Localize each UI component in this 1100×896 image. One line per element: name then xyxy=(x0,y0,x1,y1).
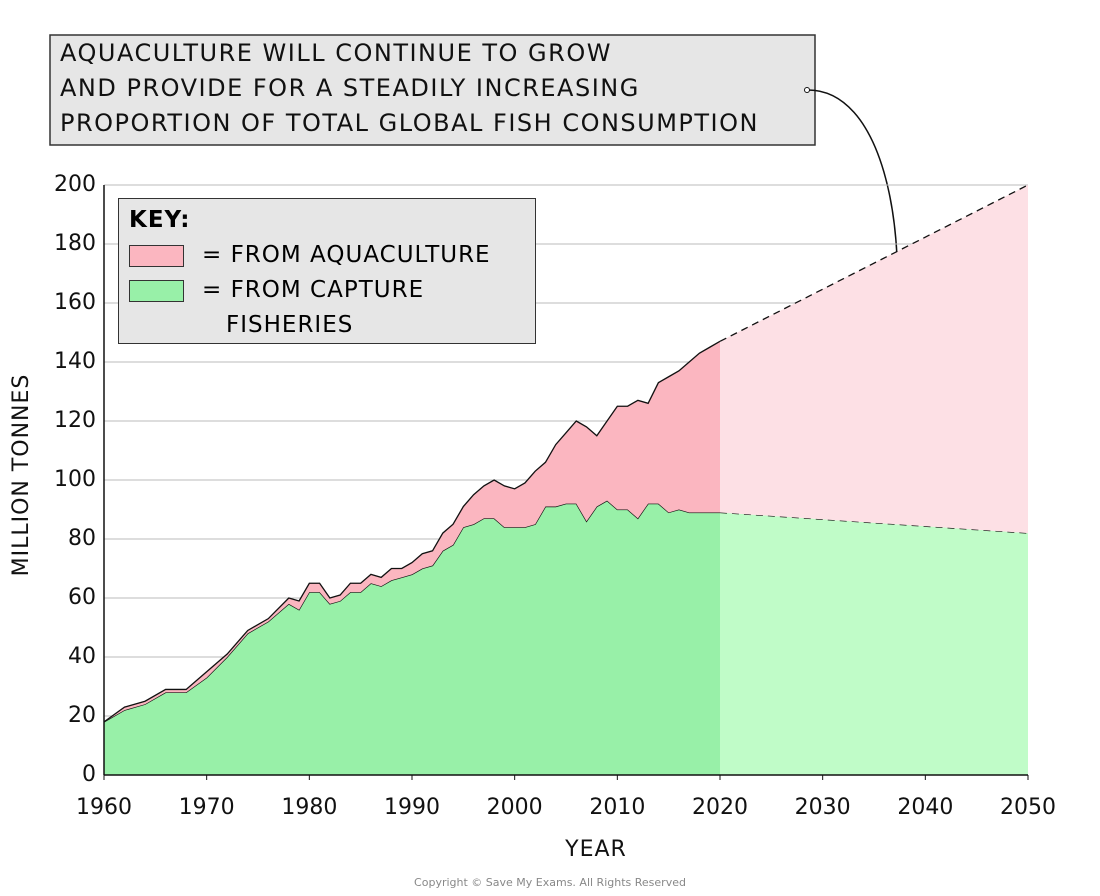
y-tick-label: 40 xyxy=(68,644,96,669)
legend-item: = FROM CAPTURE FISHERIES xyxy=(129,277,526,343)
y-tick-label: 100 xyxy=(54,467,96,492)
x-axis-label: YEAR xyxy=(564,837,627,862)
legend: KEY: = FROM AQUACULTURE = FROM CAPTURE FI… xyxy=(118,198,536,344)
x-tick-label: 2040 xyxy=(897,795,953,820)
y-tick-label: 60 xyxy=(68,585,96,610)
area-edge xyxy=(103,340,721,723)
x-tick-label: 2030 xyxy=(795,795,851,820)
legend-title: KEY: xyxy=(129,207,191,233)
annotation-line: PROPORTION OF TOTAL GLOBAL FISH CONSUMPT… xyxy=(60,109,759,137)
area xyxy=(720,185,1028,534)
x-tick-label: 1970 xyxy=(179,795,235,820)
y-tick-label: 20 xyxy=(68,703,96,728)
x-tick-label: 2050 xyxy=(1000,795,1056,820)
y-tick-label: 200 xyxy=(54,172,96,197)
copyright: Copyright © Save My Exams. All Rights Re… xyxy=(414,876,686,889)
area xyxy=(104,341,720,722)
x-tick-label: 1990 xyxy=(384,795,440,820)
annotation-box xyxy=(49,34,816,146)
y-tick-label: 0 xyxy=(82,762,96,787)
x-tick-label: 1960 xyxy=(76,795,132,820)
y-tick-label: 120 xyxy=(54,408,96,433)
area xyxy=(720,512,1028,775)
y-tick-label: 80 xyxy=(68,526,96,551)
x-tick-label: 2010 xyxy=(589,795,645,820)
y-tick-label: 140 xyxy=(54,349,96,374)
arrow-start xyxy=(804,87,810,93)
y-tick-label: 160 xyxy=(54,290,96,315)
x-tick-label: 2000 xyxy=(487,795,543,820)
legend-item: = FROM AQUACULTURE xyxy=(129,242,526,273)
y-axis-label: MILLION TONNES xyxy=(9,374,34,577)
legend-label: = FROM CAPTURE FISHERIES xyxy=(202,277,425,338)
area xyxy=(104,500,720,775)
legend-label: = FROM AQUACULTURE xyxy=(202,242,491,268)
x-tick-label: 1980 xyxy=(281,795,337,820)
annotation-line: AND PROVIDE FOR A STEADILY INCREASING xyxy=(60,74,640,102)
legend-swatch xyxy=(129,280,184,302)
projection-line xyxy=(719,184,1029,342)
legend-swatch xyxy=(129,245,184,267)
x-tick-label: 2020 xyxy=(692,795,748,820)
y-tick-label: 180 xyxy=(54,231,96,256)
annotation-line: AQUACULTURE WILL CONTINUE TO GROW xyxy=(60,39,612,67)
